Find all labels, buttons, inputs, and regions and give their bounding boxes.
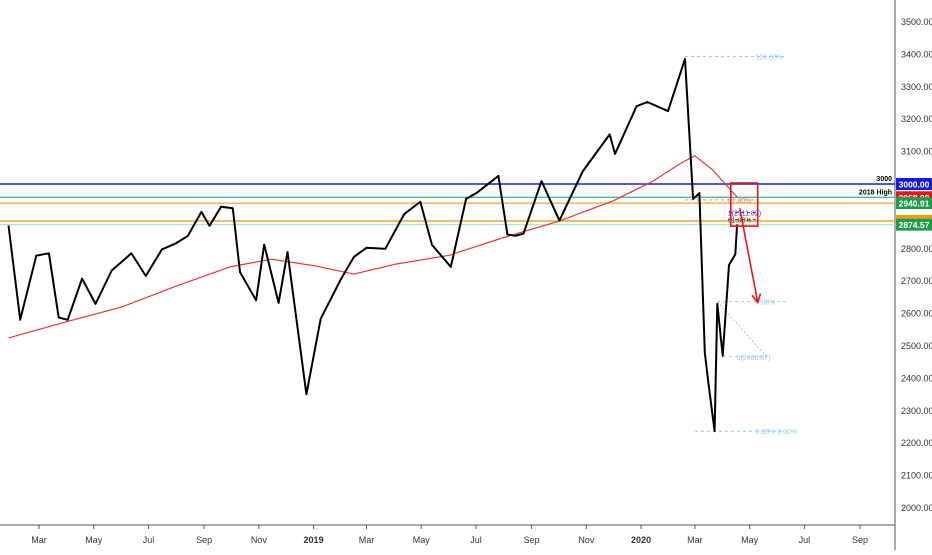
price-tag-label: 3000.00 [899, 180, 930, 190]
price-tag-label: 2874.57 [899, 220, 930, 230]
fib-level-label: 61.80% [728, 198, 752, 205]
price-series-line [7, 57, 739, 433]
y-tick-label: 3100.00 [901, 147, 932, 157]
x-tick-label: Sep [196, 535, 212, 545]
y-tick-label: 2800.00 [901, 244, 932, 254]
y-tick-label: 3400.00 [901, 49, 932, 59]
y-tick-label: 2600.00 [901, 309, 932, 319]
x-tick-label: Jul [799, 535, 811, 545]
fib-level-label: 100.00% [756, 54, 784, 61]
fib-level-label: 1(2911.82) [728, 211, 761, 218]
moving-average-line [8, 155, 738, 339]
y-tick-label: 2000.00 [901, 503, 932, 513]
price-tag: 3000.00 [896, 178, 932, 190]
y-tick-label: 3200.00 [901, 114, 932, 124]
x-tick-label: 2020 [631, 535, 651, 545]
y-tick-label: 2500.00 [901, 341, 932, 351]
x-tick-label: Sep [852, 535, 868, 545]
y-tick-label: 2300.00 [901, 406, 932, 416]
price-tag-bg [896, 218, 932, 231]
fib-level-label: 0(2466.67) [737, 355, 771, 362]
y-tick-label: 2700.00 [901, 276, 932, 286]
x-tick-label: Mar [359, 535, 375, 545]
level-label: 3000 [876, 176, 892, 183]
price-tag-label: 2940.91 [899, 199, 930, 209]
x-tick-label: Jul [470, 535, 482, 545]
x-tick-label: Mar [31, 535, 47, 545]
fib-level-label: 0.00% 0.00% [756, 429, 798, 436]
price-tag: 2940.91 [896, 197, 932, 210]
x-tick-label: May [85, 535, 103, 545]
fib-level-label: 61.80% [728, 218, 752, 225]
x-tick-label: Nov [578, 535, 595, 545]
x-tick-label: May [741, 535, 759, 545]
price-tag-bg [896, 178, 932, 190]
price-tag: 2874.57 [896, 218, 932, 231]
y-tick-label: 2200.00 [901, 438, 932, 448]
x-tick-label: May [413, 535, 431, 545]
x-tick-label: Jul [143, 535, 155, 545]
fib-level-label: 0.00% [756, 300, 776, 307]
projection-arrow-head [751, 293, 762, 304]
price-tag-bg [896, 197, 932, 210]
y-tick-label: 2100.00 [901, 471, 932, 481]
y-tick-label: 2400.00 [901, 373, 932, 383]
x-tick-label: Sep [524, 535, 540, 545]
y-tick-label: 3300.00 [901, 82, 932, 92]
x-tick-label: Mar [687, 535, 703, 545]
x-tick-label: Nov [251, 535, 268, 545]
highlight-box [729, 182, 759, 227]
level-label: 2018 High [859, 189, 892, 196]
projection-arrow-line [738, 208, 759, 303]
x-tick-label: 2019 [304, 535, 324, 545]
y-tick-label: 3500.00 [901, 17, 932, 27]
